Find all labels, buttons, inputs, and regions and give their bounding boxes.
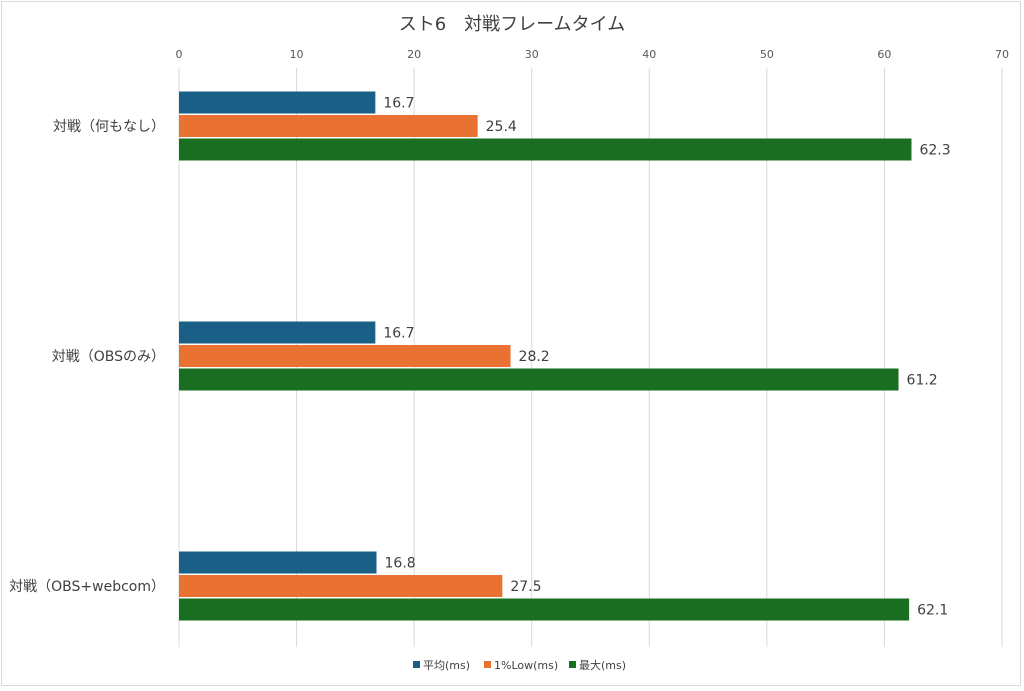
bars <box>179 91 912 621</box>
bar <box>179 91 376 114</box>
legend-swatch <box>413 661 420 668</box>
category-label: 対戦（OBSのみ） <box>52 349 165 365</box>
legend-label: 最大(ms) <box>579 658 626 672</box>
bar <box>179 598 910 621</box>
bar-value-label: 62.3 <box>919 143 950 159</box>
x-axis-ticks: 0 10 20 30 40 50 60 70 <box>176 48 1010 61</box>
bar <box>179 551 377 574</box>
bar-value-label: 28.2 <box>519 349 550 365</box>
x-tick-label: 10 <box>290 48 304 61</box>
x-tick-label: 60 <box>877 48 891 61</box>
bar <box>179 345 511 367</box>
bar-value-label: 16.7 <box>383 96 414 112</box>
x-tick-label: 20 <box>407 48 421 61</box>
bar <box>179 138 912 161</box>
bar-value-label: 61.2 <box>907 373 938 389</box>
x-tick-label: 40 <box>642 48 656 61</box>
x-tick-label: 30 <box>525 48 539 61</box>
data-labels: 16.7 25.4 62.3 16.7 28.2 61.2 16.8 27.5 62.1 <box>383 96 950 619</box>
category-label: 対戦（何もなし） <box>53 119 165 135</box>
bar-value-label: 25.4 <box>486 119 517 135</box>
category-labels: 対戦（何もなし） 対戦（OBSのみ） 対戦（OBS+webcom） <box>9 119 165 595</box>
x-tick-label: 50 <box>760 48 774 61</box>
legend-label: 平均(ms) <box>423 659 470 672</box>
x-tick-label: 70 <box>995 48 1009 61</box>
bar-value-label: 62.1 <box>917 603 948 619</box>
bar <box>179 321 376 344</box>
bar-value-label: 27.5 <box>510 579 541 595</box>
bar-value-label: 16.7 <box>383 326 414 342</box>
x-tick-label: 0 <box>176 48 183 61</box>
bar <box>179 368 899 391</box>
category-label: 対戦（OBS+webcom） <box>9 579 165 595</box>
legend-swatch <box>569 661 576 668</box>
legend: 平均(ms) 1%Low(ms) 最大(ms) <box>413 658 626 672</box>
legend-label: 1%Low(ms) <box>494 659 558 672</box>
chart-title: スト6 対戦フレームタイム <box>399 14 626 35</box>
bar <box>179 575 503 597</box>
bar <box>179 115 478 137</box>
bar-value-label: 16.8 <box>385 556 416 572</box>
legend-swatch <box>484 661 491 668</box>
